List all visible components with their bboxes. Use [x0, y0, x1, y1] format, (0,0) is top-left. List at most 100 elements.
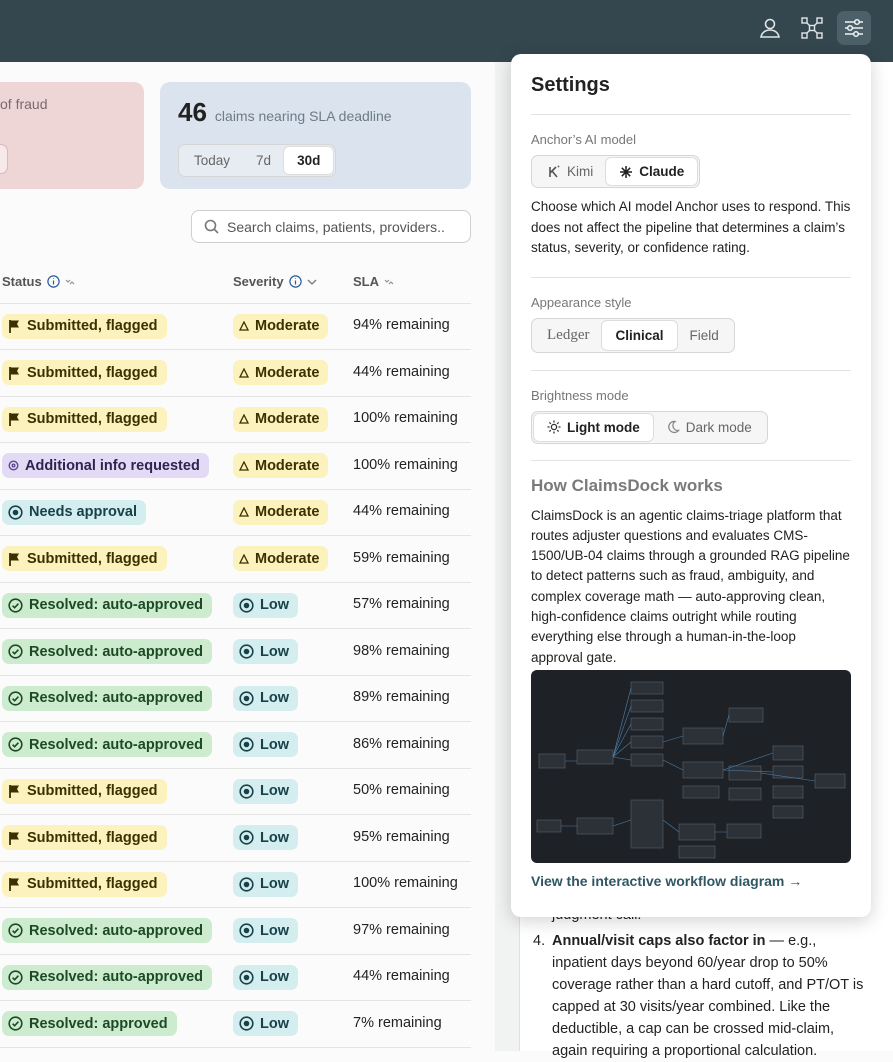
option[interactable]: 7d — [243, 147, 284, 174]
severity-chip-text: Moderate — [255, 550, 320, 567]
row-divider — [0, 349, 471, 350]
sla-cell-text: 44% remaining — [353, 363, 450, 380]
severity-chip: Moderate — [233, 406, 329, 432]
settings-icon[interactable] — [837, 11, 871, 45]
sla-cell-text: 44% remaining — [353, 968, 450, 984]
model-selector: Kimi Claude — [531, 155, 701, 188]
status-chip-text: Resolved: approved — [29, 1015, 168, 1032]
severity-chip: Moderate — [233, 546, 329, 571]
row-divider — [0, 535, 471, 536]
severity-chip: Low — [233, 964, 298, 990]
sla-cell-text: 95% remaining — [353, 828, 450, 845]
option-text: Today — [194, 153, 231, 168]
sla-cell-text: 100% remaining — [353, 410, 458, 426]
workflow-icon[interactable] — [795, 11, 829, 45]
severity-chip: Low — [233, 871, 298, 897]
sla-cell-text: 94% remaining — [353, 317, 450, 333]
workflow-link[interactable]: View the interactive workflow diagram → — [531, 873, 803, 889]
row-divider — [0, 581, 471, 583]
severity-chip-text: Moderate — [255, 364, 320, 381]
status-chip-text: Resolved: auto-approved — [29, 690, 204, 706]
severity-chip: Low — [233, 639, 298, 664]
sla-cell-text: 57% remaining — [353, 596, 450, 612]
severity-chip-text: Moderate — [255, 411, 320, 427]
severity-chip: Low — [233, 825, 298, 850]
status-chip-text: Submitted, flagged — [27, 829, 158, 846]
profile-icon[interactable] — [753, 11, 787, 45]
severity-chip: Moderate — [233, 499, 329, 525]
status-chip-text: Resolved: auto-approved — [29, 969, 204, 985]
about-heading: How ClaimsDock works — [531, 475, 723, 495]
option[interactable]: Field — [677, 321, 732, 350]
status-chip: Resolved: auto-approved — [2, 732, 213, 757]
settings-title: Settings — [531, 74, 610, 96]
option[interactable]: 30d — [284, 147, 334, 174]
option[interactable]: Clinical — [602, 320, 677, 350]
column-header-text: SLA — [353, 274, 379, 289]
status-chip: Additional info requested — [2, 453, 209, 478]
status-chip: Submitted, flagged — [2, 871, 167, 897]
status-chip: Submitted, flagged — [2, 313, 167, 339]
search-box[interactable]: Search claims, patients, providers.. — [191, 210, 471, 243]
sla-cell: 100% remaining — [353, 457, 458, 473]
option[interactable]: Light mode — [534, 413, 653, 441]
fraud-control[interactable] — [0, 144, 8, 174]
status-chip-text: Submitted, flagged — [27, 318, 158, 334]
column-header[interactable]: SLA — [353, 274, 394, 289]
option-text: Dark mode — [685, 419, 752, 435]
column-header[interactable]: Status — [2, 274, 75, 289]
status-chip: Needs approval — [2, 499, 146, 525]
severity-chip-text: Moderate — [255, 318, 320, 334]
model-description: Choose which AI model Anchor uses to res… — [531, 199, 851, 255]
list-item-text: — e.g., inpatient days beyond 60/year dr… — [552, 933, 864, 1059]
severity-chip-text: Moderate — [255, 504, 320, 520]
sla-cell-text: 97% remaining — [353, 921, 450, 938]
sla-cell-text: 89% remaining — [353, 689, 450, 705]
severity-chip: Moderate — [233, 360, 329, 385]
settings-popover: Settings Anchor’s AI model Kimi Claude Ch… — [511, 54, 871, 917]
row-divider — [0, 1000, 471, 1001]
sla-cell-text: 50% remaining — [353, 782, 450, 798]
option[interactable]: Kimi — [534, 158, 606, 185]
status-chip-text: Submitted, flagged — [27, 411, 158, 427]
sla-cell-text: 59% remaining — [353, 549, 450, 566]
option-text: 30d — [297, 153, 321, 168]
severity-chip-text: Low — [260, 783, 289, 799]
appearance-selector: Ledger Clinical Field — [531, 317, 735, 353]
column-header-text: Status — [2, 274, 42, 289]
sla-cell: 7% remaining — [353, 1015, 442, 1031]
sla-cell-text: 100% remaining — [353, 875, 458, 891]
sla-cell-text: 100% remaining — [353, 456, 458, 473]
option[interactable]: Ledger — [534, 321, 602, 350]
sla-cell: 86% remaining — [353, 736, 450, 752]
row-divider — [0, 628, 471, 629]
status-chip-text: Additional info requested — [25, 457, 200, 474]
severity-chip: Low — [233, 778, 298, 804]
column-header[interactable]: Severity — [233, 274, 317, 289]
sla-cell: 100% remaining — [353, 410, 458, 426]
search-placeholder: Search claims, patients, providers.. — [227, 218, 445, 235]
option[interactable]: Dark mode — [653, 414, 765, 441]
sla-label: claims nearing SLA deadline — [214, 108, 392, 124]
row-divider — [0, 860, 471, 862]
option[interactable]: Today — [181, 147, 243, 174]
sla-cell: 44% remaining — [353, 503, 450, 519]
status-chip-text: Submitted, flagged — [27, 876, 158, 892]
option-text: Clinical — [615, 327, 664, 343]
status-chip-text: Submitted, flagged — [27, 783, 158, 799]
brightness-selector: Light mode Dark mode — [531, 410, 768, 444]
workflow-thumbnail[interactable] — [531, 670, 851, 863]
status-chip: Resolved: auto-approved — [2, 918, 213, 943]
option-text: Claude — [639, 164, 685, 179]
option-text: Light mode — [567, 419, 640, 435]
severity-chip: Low — [233, 918, 298, 943]
status-chip-text: Submitted, flagged — [27, 550, 158, 567]
list-number: 4. — [533, 933, 546, 949]
severity-chip-text: Low — [260, 922, 289, 939]
option[interactable]: Claude — [606, 158, 698, 185]
status-chip: Resolved: auto-approved — [2, 964, 213, 990]
status-chip-text: Resolved: auto-approved — [29, 597, 204, 613]
list-item-lead: Annual/visit caps also factor in — [552, 933, 766, 949]
row-divider — [0, 953, 471, 955]
